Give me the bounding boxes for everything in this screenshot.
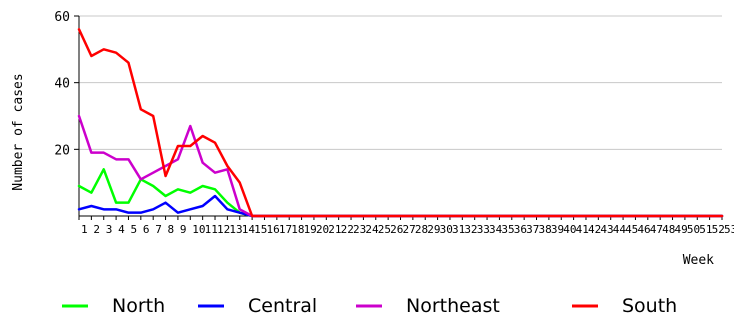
x-tick-label: 36 [514,223,527,236]
x-tick-label: 9 [180,223,187,236]
y-tick-label: 40 [54,77,70,92]
x-tick-label: 45 [625,223,638,236]
x-tick-label: 17 [279,223,292,236]
x-tick-label: 49 [675,223,688,236]
series-line-central [77,194,724,218]
x-tick-label: 10 [192,223,205,236]
x-tick-label: 37 [526,223,539,236]
x-tick-label: 35 [501,223,514,236]
legend-label: North [112,295,165,317]
x-tick-label: 4 [118,223,125,236]
x-tick-label: 26 [390,223,403,236]
x-tick-label: 39 [551,223,564,236]
x-tick-label: 32 [464,223,477,236]
legend-label: Central [248,295,317,317]
series-lines [77,28,724,218]
x-tick-label: 33 [477,223,490,236]
grid-lines [79,15,722,150]
x-tick-label: 8 [168,223,175,236]
x-tick-label: 46 [637,223,650,236]
x-tick-label: 2 [93,223,100,236]
axes [74,15,723,220]
x-tick-label: 16 [266,223,279,236]
x-tick-label: 15 [254,223,267,236]
y-tick-labels: 20 40 60 [54,10,70,158]
x-tick-labels: 1 2 3 4 5 6 7 8 9 10 11 12 13 14 15 16 17 18 19 20 21 22 23 24 2… [81,223,734,236]
x-tick-label: 25 [378,223,391,236]
x-tick-label: 12 [217,223,230,236]
x-tick-label: 29 [427,223,440,236]
x-tick-label: 14 [242,223,256,236]
x-tick-label: 6 [143,223,150,236]
x-tick-label: 43 [600,223,613,236]
x-tick-label: 48 [662,223,675,236]
x-tick-label: 41 [576,223,589,236]
x-tick-label: 18 [291,223,304,236]
x-tick-label: 31 [452,223,465,236]
x-tick-label: 51 [699,223,712,236]
x-tick-label: 13 [229,223,242,236]
x-tick-label: 42 [588,223,601,236]
x-tick-label: 22 [341,223,354,236]
x-tick-label: 34 [489,223,503,236]
x-tick-label: 27 [403,223,416,236]
legend-label: South [622,295,677,317]
x-tick-label: 20 [316,223,329,236]
x-tick-label: 38 [539,223,552,236]
x-tick-label: 40 [563,223,576,236]
x-tick-label: 24 [365,223,379,236]
legend-label: Northeast [406,295,500,317]
series-line-north [77,168,724,218]
x-tick-label: 23 [353,223,366,236]
x-tick-label: 28 [415,223,428,236]
legend: North Central Northeast South [62,295,677,317]
x-tick-label: 11 [205,223,218,236]
series-line-south [77,28,724,218]
x-tick-label: 3 [106,223,113,236]
x-tick-label: 30 [440,223,453,236]
x-tick-label: 44 [613,223,627,236]
y-tick-label: 60 [54,10,70,25]
x-tick-label: 53 [724,223,734,236]
y-tick-label: 20 [54,143,70,158]
x-tick-label: 50 [687,223,700,236]
x-axis-label: Week [683,253,714,268]
series-line-northeast [77,114,724,218]
x-tick-label: 52 [712,223,725,236]
y-axis-label: Number of cases [11,73,26,190]
x-tick-label: 7 [155,223,162,236]
x-tick-label: 19 [304,223,317,236]
x-tick-label: 21 [328,223,341,236]
x-tick-label: 47 [650,223,663,236]
x-tick-label: 5 [130,223,137,236]
x-tick-label: 1 [81,223,88,236]
